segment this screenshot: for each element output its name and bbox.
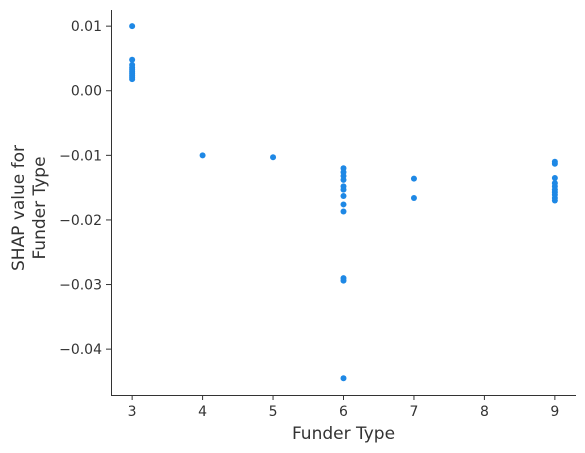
x-axis-label: Funder Type (292, 424, 395, 444)
x-tick-label: 6 (339, 404, 348, 420)
y-tick-label: −0.04 (59, 342, 102, 358)
data-point (551, 197, 558, 204)
y-tick-label: −0.03 (59, 278, 102, 294)
y-axis-label-line-1: SHAP value for (9, 145, 29, 271)
data-points (129, 23, 558, 382)
y-axis-label-line-2: Funder Type (30, 156, 50, 259)
data-point (551, 160, 558, 167)
data-point (340, 176, 347, 183)
y-tick-label: −0.01 (59, 148, 102, 164)
data-point (340, 277, 347, 284)
data-point (340, 193, 347, 200)
data-point (129, 76, 136, 83)
x-tick-label: 4 (198, 404, 207, 420)
x-tick-label: 7 (409, 404, 418, 420)
y-tick-label: 0.01 (71, 19, 102, 35)
data-point (199, 152, 206, 159)
y-axis-label: SHAP value for (9, 145, 29, 271)
data-point (340, 375, 347, 382)
x-axis-ticks: 3 4 5 6 7 8 9 (128, 395, 559, 420)
y-axis-ticks: 0.01 0.00 −0.01 −0.02 −0.03 −0.04 (59, 19, 111, 358)
y-tick-label: 0.00 (71, 84, 102, 100)
data-point (410, 175, 417, 182)
y-tick-label: −0.02 (59, 213, 102, 229)
y-axis-label-2: Funder Type (30, 156, 50, 259)
data-point (340, 208, 347, 215)
x-tick-label: 5 (269, 404, 278, 420)
data-point (270, 154, 277, 161)
data-point (410, 194, 417, 201)
x-tick-label: 9 (550, 404, 559, 420)
x-tick-label: 3 (128, 404, 137, 420)
x-tick-label: 8 (480, 404, 489, 420)
data-point (340, 201, 347, 208)
data-point (129, 56, 136, 63)
data-point (551, 174, 558, 181)
data-point (340, 186, 347, 193)
data-point (129, 23, 136, 30)
